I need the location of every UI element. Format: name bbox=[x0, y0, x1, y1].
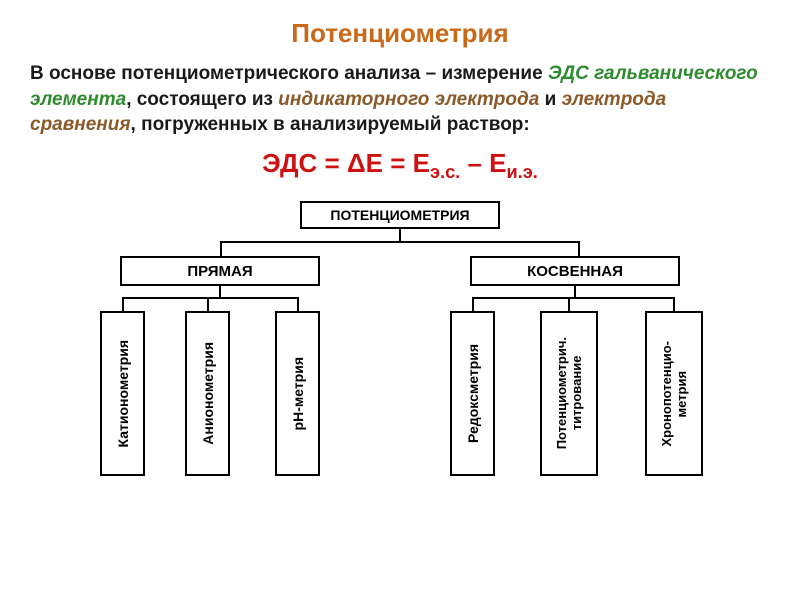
connector bbox=[568, 297, 570, 311]
tree-root: ПОТЕНЦИОМЕТРИЯ bbox=[300, 201, 500, 229]
connector bbox=[399, 229, 401, 241]
connector bbox=[219, 286, 221, 297]
formula-p3: – E bbox=[460, 148, 506, 178]
para-t6: и bbox=[539, 89, 561, 110]
connector bbox=[472, 297, 674, 299]
connector bbox=[578, 241, 580, 256]
tree-leaf-right-2: Хронопотенцио- метрия bbox=[645, 311, 703, 476]
para-t5: индикаторного электрода bbox=[278, 89, 539, 110]
hierarchy-diagram: ПОТЕНЦИОМЕТРИЯ ПРЯМАЯ КОСВЕННАЯ Катионометр… bbox=[40, 201, 760, 481]
para-t4: , состоящего из bbox=[126, 89, 278, 110]
formula: ЭДС = ΔE = Eэ.с. – Eи.э. bbox=[0, 138, 800, 183]
formula-delta: Δ bbox=[347, 148, 366, 178]
connector bbox=[673, 297, 675, 311]
connector bbox=[220, 241, 222, 256]
slide-title: Потенциометрия bbox=[0, 0, 800, 49]
tree-leaf-right-1: Потенциометрич. титрование bbox=[540, 311, 598, 476]
connector bbox=[207, 297, 209, 311]
formula-sub2: и.э. bbox=[506, 162, 537, 182]
connector bbox=[297, 297, 299, 311]
connector bbox=[574, 286, 576, 297]
tree-leaf-left-0: Катионометрия bbox=[100, 311, 145, 476]
formula-p1: ЭДС = bbox=[262, 148, 347, 178]
para-t1: В основе потенциометрического анализа – … bbox=[30, 63, 548, 84]
formula-p2: E = E bbox=[366, 148, 430, 178]
connector bbox=[472, 297, 474, 311]
connector bbox=[122, 297, 298, 299]
description-paragraph: В основе потенциометрического анализа – … bbox=[0, 49, 800, 138]
tree-leaf-left-1: Анионометрия bbox=[185, 311, 230, 476]
tree-leaf-right-0: Редоксметрия bbox=[450, 311, 495, 476]
connector bbox=[122, 297, 124, 311]
para-t2: ЭДС bbox=[548, 63, 594, 84]
tree-leaf-left-2: рН-метрия bbox=[275, 311, 320, 476]
para-t8: , погруженных в анализируемый раствор: bbox=[131, 114, 530, 135]
formula-sub1: э.с. bbox=[430, 162, 460, 182]
tree-branch-right: КОСВЕННАЯ bbox=[470, 256, 680, 286]
connector bbox=[220, 241, 580, 243]
tree-branch-left: ПРЯМАЯ bbox=[120, 256, 320, 286]
